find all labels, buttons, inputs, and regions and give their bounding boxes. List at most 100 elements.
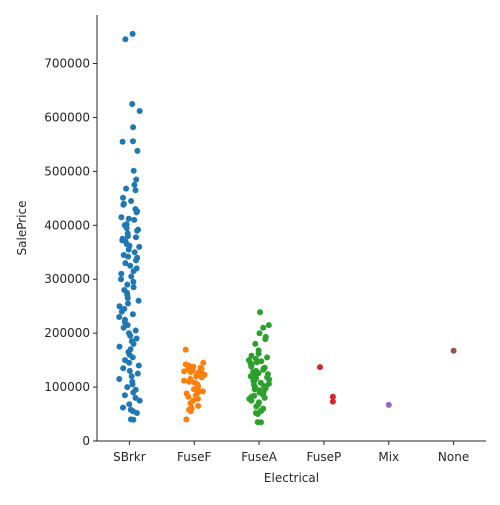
data-point-sbrkr: [129, 354, 136, 361]
data-point-fusea: [258, 419, 264, 426]
data-point-sbrkr: [133, 257, 139, 264]
data-point-sbrkr: [124, 233, 131, 240]
data-point-sbrkr: [128, 198, 135, 204]
data-point-sbrkr: [127, 262, 134, 269]
data-point-sbrkr: [136, 397, 143, 404]
data-point-sbrkr: [118, 270, 125, 277]
data-point-sbrkr: [125, 215, 132, 222]
data-point-fusef: [183, 416, 190, 423]
data-point-sbrkr: [129, 311, 136, 318]
data-point-sbrkr: [118, 308, 125, 315]
data-point-fusea: [260, 324, 267, 331]
data-point-sbrkr: [129, 381, 136, 388]
data-point-fusea: [248, 352, 255, 359]
data-point-none: [450, 347, 457, 354]
y-tick-label: 600000: [44, 110, 90, 124]
data-point-sbrkr: [136, 243, 143, 250]
data-point-sbrkr: [116, 303, 123, 310]
data-point-fusef: [181, 368, 188, 375]
data-point-sbrkr: [125, 300, 131, 307]
data-point-fusea: [265, 380, 272, 387]
x-axis-label: Electrical: [264, 471, 319, 485]
data-point-sbrkr: [133, 335, 140, 342]
y-tick-label: 0: [82, 434, 90, 448]
data-point-sbrkr: [124, 384, 131, 391]
data-point-sbrkr: [120, 201, 127, 208]
data-point-fusea: [266, 376, 273, 383]
data-point-fusea: [257, 309, 263, 316]
y-tick-label: 100000: [44, 380, 90, 394]
data-point-fusep: [329, 398, 336, 405]
data-point-fusef: [195, 402, 202, 409]
data-point-sbrkr: [130, 167, 137, 174]
data-point-sbrkr: [130, 389, 137, 396]
data-point-sbrkr: [134, 227, 141, 234]
data-point-sbrkr: [126, 359, 133, 366]
data-point-fusea: [248, 363, 255, 370]
data-point-sbrkr: [134, 370, 141, 377]
data-point-sbrkr: [123, 185, 130, 192]
data-point-sbrkr: [119, 138, 126, 145]
y-tick-label: 400000: [44, 218, 90, 232]
data-point-fusea: [264, 354, 271, 361]
data-point-sbrkr: [136, 108, 143, 114]
data-point-sbrkr: [131, 181, 138, 188]
data-point-sbrkr: [130, 124, 137, 131]
x-tick-label: FuseA: [241, 450, 277, 464]
data-point-sbrkr: [130, 138, 136, 145]
x-tick-label: Mix: [378, 450, 399, 464]
data-point-sbrkr: [132, 327, 139, 334]
data-point-sbrkr: [121, 392, 128, 399]
data-point-fusea: [253, 359, 260, 366]
y-tick-label: 300000: [44, 272, 90, 286]
data-point-fusea: [256, 330, 263, 337]
data-point-sbrkr: [125, 253, 132, 260]
data-point-fusef: [187, 408, 194, 415]
data-point-fusep: [329, 393, 336, 400]
data-point-sbrkr: [129, 30, 136, 37]
data-point-fusef: [182, 346, 189, 353]
points-layer: [116, 30, 457, 426]
data-point-sbrkr: [131, 216, 138, 223]
y-tick-label: 200000: [44, 326, 90, 340]
data-point-sbrkr: [129, 101, 136, 107]
data-point-fusea: [258, 358, 265, 365]
data-point-sbrkr: [133, 234, 139, 241]
data-point-fusef: [185, 393, 192, 400]
data-point-sbrkr: [122, 36, 129, 43]
data-point-sbrkr: [128, 373, 135, 380]
data-point-fusef: [181, 377, 187, 384]
data-point-sbrkr: [123, 225, 130, 231]
data-point-fusea: [253, 403, 260, 410]
data-point-sbrkr: [131, 249, 138, 256]
data-point-fusea: [252, 340, 259, 347]
data-point-sbrkr: [124, 295, 131, 302]
axes-layer: 0 100000 200000 300000 400000 500000 600000 700…: [44, 15, 486, 464]
data-point-sbrkr: [133, 176, 140, 183]
x-tick-label: SBrkr: [113, 450, 146, 464]
data-point-fusef: [194, 395, 201, 402]
data-point-fusef: [199, 388, 206, 395]
data-point-fusea: [248, 397, 255, 404]
data-point-fusea: [251, 386, 258, 393]
data-point-sbrkr: [126, 401, 133, 408]
data-point-fusef: [186, 378, 193, 385]
data-point-sbrkr: [120, 365, 127, 372]
data-point-sbrkr: [124, 281, 131, 288]
data-point-sbrkr: [130, 268, 137, 275]
data-point-sbrkr: [118, 276, 124, 283]
data-point-sbrkr: [130, 278, 137, 285]
x-tick-label: FuseP: [307, 450, 342, 464]
data-point-fusea: [265, 322, 272, 329]
data-point-sbrkr: [130, 416, 137, 423]
data-point-fusea: [247, 373, 254, 380]
data-point-sbrkr: [120, 324, 127, 331]
data-point-fusea: [255, 350, 262, 357]
data-point-fusef: [193, 373, 200, 380]
data-point-fusea: [261, 394, 268, 401]
y-tick-label: 500000: [44, 164, 90, 178]
data-point-sbrkr: [135, 362, 142, 369]
data-point-fusea: [262, 336, 269, 343]
